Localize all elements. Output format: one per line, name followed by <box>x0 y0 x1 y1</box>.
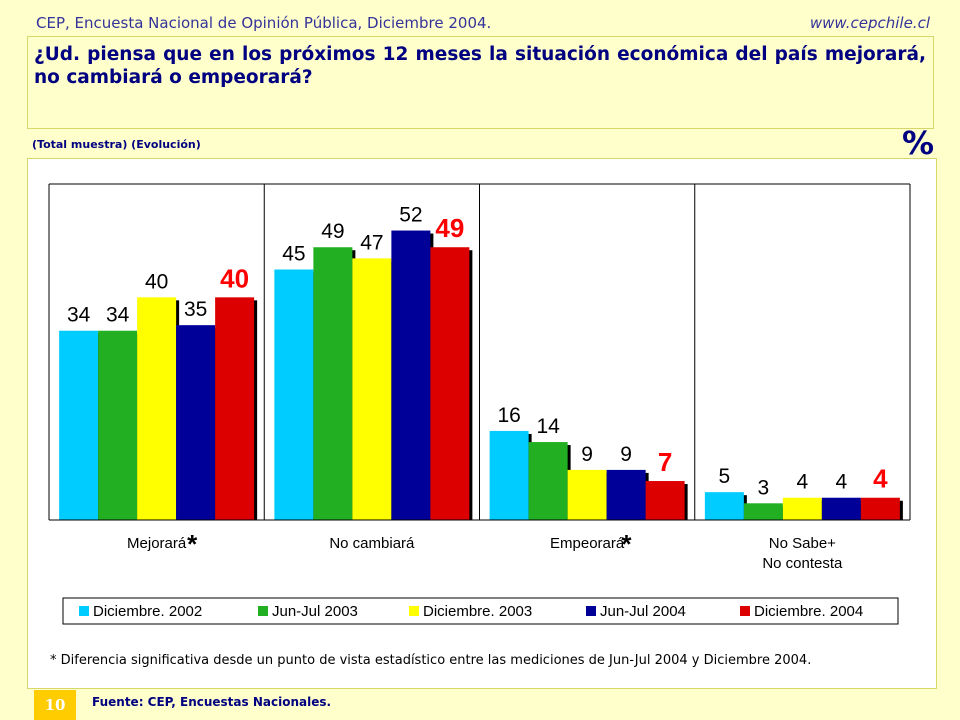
data-label: 9 <box>581 443 593 466</box>
bar <box>176 325 216 520</box>
bar <box>391 230 431 520</box>
header-survey-title: CEP, Encuesta Nacional de Opinión Públic… <box>36 14 492 32</box>
data-label: 14 <box>536 415 560 438</box>
bar <box>704 492 744 520</box>
legend-swatch <box>79 606 89 616</box>
bar <box>743 503 783 520</box>
bar <box>137 297 177 520</box>
bar <box>860 497 900 520</box>
data-label: 4 <box>836 471 848 494</box>
data-label: 9 <box>620 443 632 466</box>
legend-swatch <box>409 606 419 616</box>
legend-swatch <box>258 606 268 616</box>
percent-symbol: % <box>901 124 934 162</box>
legend-box <box>62 597 899 625</box>
question-text: ¿Ud. piensa que en los próximos 12 meses… <box>34 44 926 88</box>
category-label: No Sabe+ <box>769 535 836 552</box>
data-label: 34 <box>67 304 91 327</box>
question-box: ¿Ud. piensa que en los próximos 12 meses… <box>27 36 934 129</box>
data-label: 52 <box>399 204 422 227</box>
legend-label: Jun-Jul 2004 <box>600 603 686 620</box>
bar <box>98 330 138 520</box>
category-label: No contesta <box>762 555 843 572</box>
bar <box>313 247 353 520</box>
bar <box>430 247 470 520</box>
legend-label: Diciembre. 2004 <box>754 603 863 620</box>
bar <box>821 497 861 520</box>
bar <box>274 269 314 520</box>
data-label: 7 <box>658 447 672 477</box>
chart-panel: 34 45 16 5 34 49 14 3 40 47 9 4 35 52 9 4 40 49 7 4 Mejorará… <box>27 158 937 689</box>
bar <box>567 469 607 520</box>
data-label: 40 <box>220 263 249 293</box>
data-label: 16 <box>497 404 520 427</box>
significance-mark: * <box>621 529 632 559</box>
category-label: Mejorará <box>127 535 187 552</box>
data-label: 49 <box>321 220 344 243</box>
header-website[interactable]: www.cepchile.cl <box>809 14 930 32</box>
data-label: 35 <box>184 298 207 321</box>
source-note: Fuente: CEP, Encuestas Nacionales. <box>92 695 332 709</box>
legend-swatch <box>740 606 750 616</box>
data-label: 34 <box>106 304 130 327</box>
legend-label: Diciembre. 2002 <box>93 603 202 620</box>
data-label: 40 <box>145 270 168 293</box>
bar <box>215 297 255 520</box>
bar <box>528 442 568 520</box>
significance-mark: * <box>187 529 198 559</box>
data-label: 3 <box>758 476 770 499</box>
sample-subtitle: (Total muestra) (Evolución) <box>32 138 201 151</box>
bar <box>782 497 822 520</box>
data-label: 49 <box>435 213 464 243</box>
legend-label: Jun-Jul 2003 <box>272 603 358 620</box>
bar <box>645 481 685 520</box>
page-number-badge: 10 <box>34 690 76 720</box>
category-label: No cambiará <box>329 535 415 552</box>
bar-chart: 34 45 16 5 34 49 14 3 40 47 9 4 35 52 9 4 40 49 7 4 Mejorará… <box>48 183 911 625</box>
data-label: 4 <box>797 471 809 494</box>
data-label: 5 <box>719 465 731 488</box>
footnote: * Diferencia significativa desde un punt… <box>50 653 812 668</box>
bar <box>59 330 99 520</box>
data-label: 4 <box>873 464 888 494</box>
legend-label: Diciembre. 2003 <box>423 603 532 620</box>
data-label: 47 <box>360 231 383 254</box>
bar <box>489 430 529 520</box>
category-label: Empeorará <box>550 535 625 552</box>
data-label: 45 <box>282 243 305 266</box>
legend-swatch <box>586 606 596 616</box>
bar <box>352 258 392 520</box>
bar <box>606 469 646 520</box>
